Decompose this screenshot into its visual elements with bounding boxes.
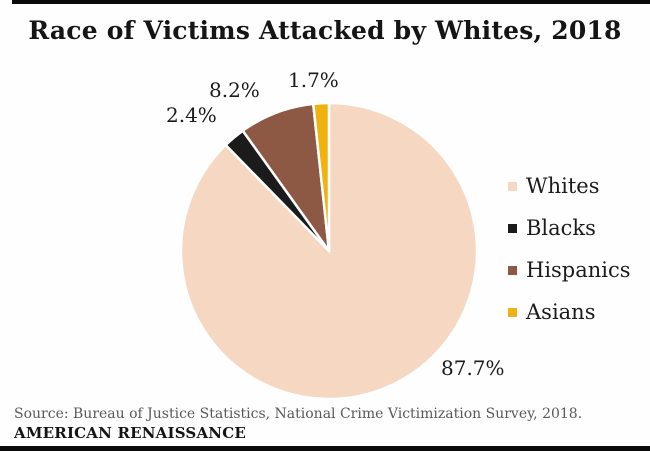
legend-item-whites: Whites xyxy=(508,174,631,198)
legend-swatch-whites-icon xyxy=(508,181,517,191)
pie-label-hispanics: 8.2% xyxy=(209,78,260,102)
legend-label-asians: Asians xyxy=(526,299,596,324)
legend-swatch-blacks-icon xyxy=(508,223,517,233)
brand-name: AMERICAN RENAISSANCE xyxy=(14,424,246,442)
source-citation: Source: Bureau of Justice Statistics, Na… xyxy=(14,406,583,422)
chart-legend: Whites Blacks Hispanics Asians xyxy=(508,174,631,342)
pie-label-whites: 87.7% xyxy=(441,356,505,380)
legend-swatch-asians-icon xyxy=(508,307,517,317)
bottom-border-bar xyxy=(0,446,650,451)
legend-swatch-hispanics-icon xyxy=(508,265,517,275)
pie-slice-asians xyxy=(311,101,331,253)
pie-label-blacks: 2.4% xyxy=(166,103,217,127)
legend-label-hispanics: Hispanics xyxy=(526,257,631,282)
legend-label-whites: Whites xyxy=(526,173,600,198)
legend-item-blacks: Blacks xyxy=(508,216,631,240)
legend-item-hispanics: Hispanics xyxy=(508,258,631,282)
pie-label-asians: 1.7% xyxy=(288,68,339,92)
chart-title: Race of Victims Attacked by Whites, 2018 xyxy=(28,16,622,45)
top-border-bar xyxy=(12,0,650,4)
legend-item-asians: Asians xyxy=(508,300,631,324)
legend-label-blacks: Blacks xyxy=(526,215,596,240)
